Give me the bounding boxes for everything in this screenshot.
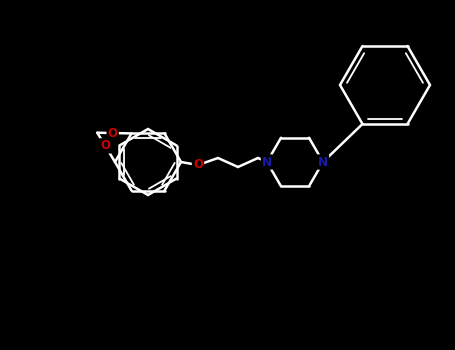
- Text: N: N: [318, 155, 328, 168]
- Text: O: O: [100, 139, 110, 152]
- Text: O: O: [193, 159, 203, 172]
- Text: N: N: [262, 155, 272, 168]
- Text: O: O: [108, 127, 118, 140]
